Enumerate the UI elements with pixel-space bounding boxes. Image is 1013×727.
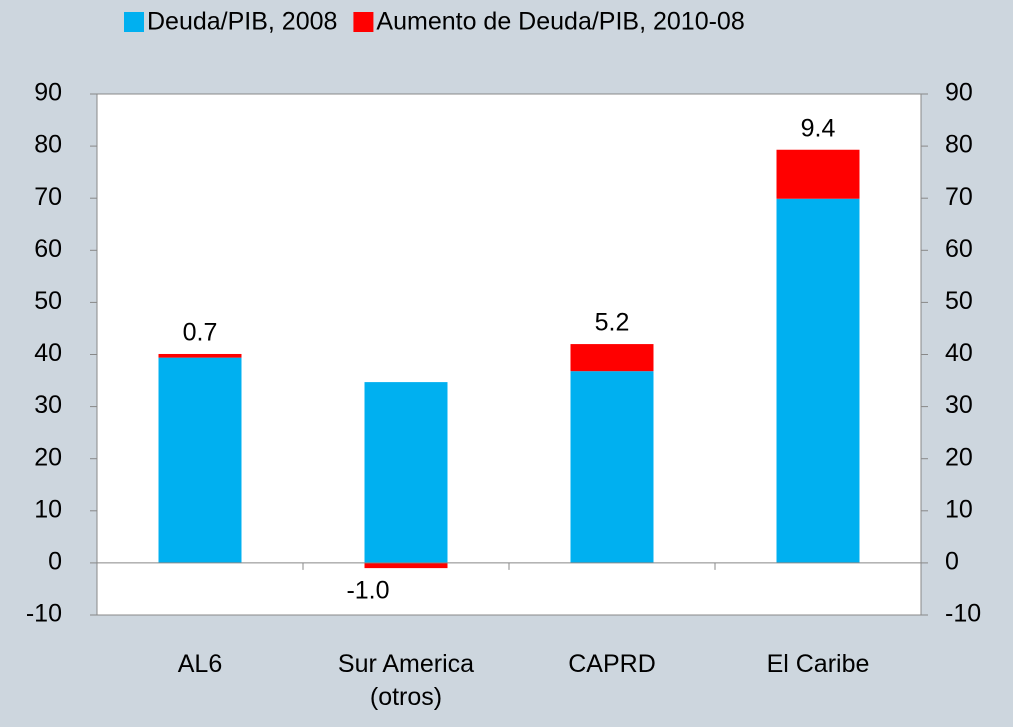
- y2-tick-label: 20: [945, 443, 973, 471]
- y2-tick-label: 0: [945, 548, 959, 576]
- y-tick-label: 30: [34, 391, 62, 419]
- x-tick-label: El Caribe: [766, 650, 870, 678]
- y2-tick-label: 10: [945, 495, 973, 523]
- data-label: -1.0: [346, 577, 389, 605]
- y2-tick-label: 40: [945, 339, 973, 367]
- y-tick-label: 40: [34, 339, 62, 367]
- y2-tick-label: 50: [945, 287, 973, 315]
- y-tick-label: -10: [26, 600, 62, 628]
- data-label: 5.2: [595, 309, 630, 337]
- y2-tick-label: 70: [945, 183, 973, 211]
- legend-swatch: [124, 12, 144, 32]
- legend-swatch: [353, 12, 374, 32]
- y-tick-label: 20: [34, 443, 62, 471]
- y2-tick-label: 80: [945, 131, 973, 159]
- y2-tick-label: 30: [945, 391, 973, 419]
- bar: [158, 353, 242, 358]
- y-tick-label: 50: [34, 287, 62, 315]
- x-tick-label: AL6: [177, 650, 223, 678]
- y-tick-label: 70: [34, 183, 62, 211]
- data-label: 0.7: [183, 319, 218, 347]
- bar: [776, 198, 860, 563]
- y-tick-label: 0: [48, 548, 62, 576]
- x-tick-label: Sur America (otros): [337, 650, 475, 711]
- bar: [158, 357, 242, 563]
- y-tick-label: 10: [34, 495, 62, 523]
- bar: [570, 344, 654, 372]
- y2-tick-label: -10: [945, 600, 981, 628]
- x-tick-label: CAPRD: [568, 650, 656, 678]
- y-tick-label: 80: [34, 131, 62, 159]
- legend-label: Deuda/PIB, 2008: [147, 8, 337, 36]
- y-tick-label: 60: [34, 235, 62, 263]
- bar: [364, 382, 448, 563]
- legend-label: Aumento de Deuda/PIB, 2010-08: [376, 8, 744, 36]
- y2-tick-label: 60: [945, 235, 973, 263]
- y2-tick-label: 90: [945, 79, 973, 107]
- bar: [364, 562, 448, 569]
- bar: [570, 371, 654, 563]
- data-label: 9.4: [801, 114, 836, 142]
- bar: [776, 149, 860, 199]
- y-tick-label: 90: [34, 79, 62, 107]
